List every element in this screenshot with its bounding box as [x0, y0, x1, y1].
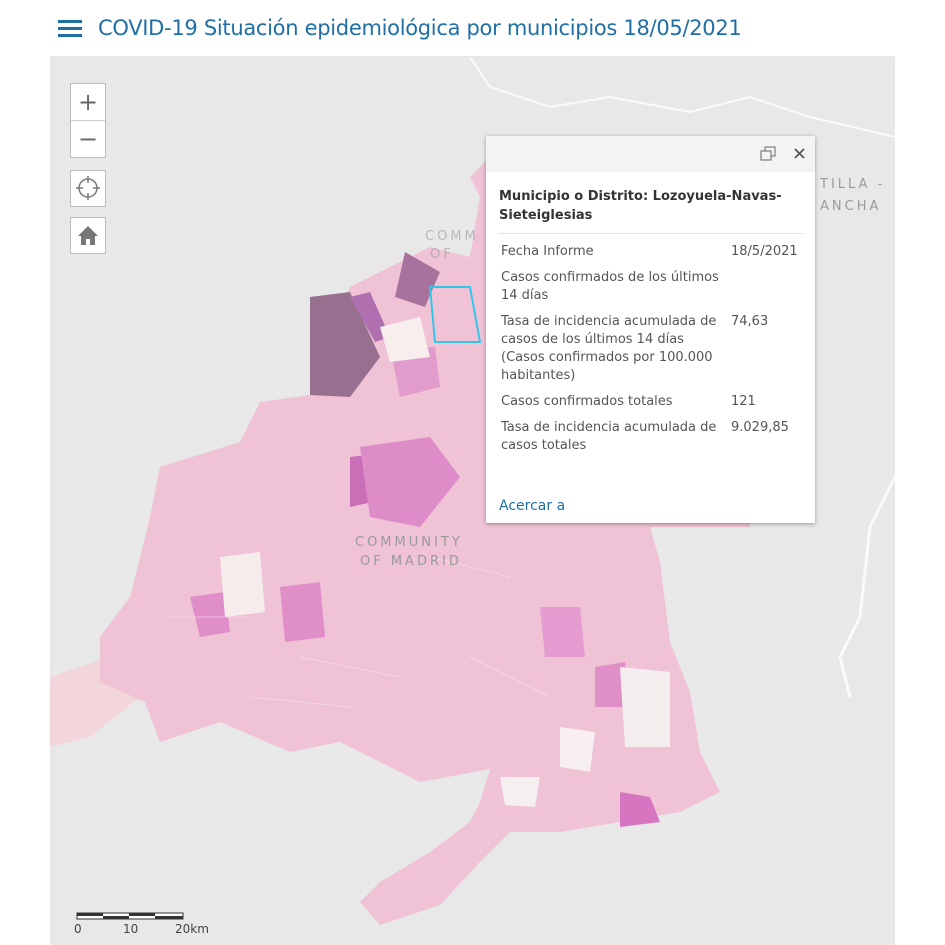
scale-label: 20km: [175, 922, 209, 936]
field-value-empty: [731, 269, 811, 305]
scale-label: 0: [74, 922, 82, 936]
map-label: COMMUNITY: [355, 535, 463, 550]
field-value: 74,63: [731, 314, 769, 329]
dock-button[interactable]: [760, 146, 776, 162]
zoom-out-button[interactable]: −: [77, 125, 99, 153]
field-row: Casos confirmados totales 121: [501, 393, 811, 411]
map-label: ANCHA: [820, 199, 882, 214]
field-value: 9.029,85: [731, 420, 789, 435]
field-row: Tasa de incidencia acumulada de casos to…: [501, 419, 811, 455]
field-row: Casos confirmados de los últimos 14 días: [501, 269, 811, 305]
close-button[interactable]: [793, 147, 807, 161]
field-row: Tasa de incidencia acumulada de casos de…: [501, 313, 811, 385]
field-value: 121: [731, 394, 756, 409]
scale-label: 10: [123, 922, 139, 936]
popup-header: [486, 136, 815, 172]
field-label: Casos confirmados de los últimos 14 días: [501, 270, 719, 303]
map-label: OF: [430, 247, 454, 262]
field-label: Tasa de incidencia acumulada de casos de…: [501, 314, 717, 383]
map-label: COMM: [425, 229, 479, 244]
field-row: Fecha Informe 18/5/2021: [501, 243, 811, 261]
zoom-in-button[interactable]: +: [71, 84, 105, 121]
map-label: OF MADRID: [360, 554, 462, 569]
menu-button[interactable]: [58, 20, 84, 40]
home-button[interactable]: [70, 217, 106, 254]
map-label: TILLA -: [820, 177, 886, 192]
header: COVID-19 Situación epidemiológica por mu…: [50, 0, 895, 57]
field-label: Casos confirmados totales: [501, 394, 673, 409]
scale-bar: 0 10 20km: [74, 912, 209, 936]
separator: [499, 233, 803, 234]
zoom-controls: + −: [70, 83, 106, 158]
page-title: COVID-19 Situación epidemiológica por mu…: [98, 16, 742, 40]
field-label: Tasa de incidencia acumulada de casos to…: [501, 420, 717, 453]
popup-title: Municipio o Distrito: Lozoyuela-Navas-Si…: [499, 189, 782, 223]
map[interactable]: + − COMM OF COMMUNITY OF MADRID TILLA - …: [50, 57, 895, 945]
locate-button[interactable]: [70, 170, 106, 207]
field-label: Fecha Informe: [501, 244, 594, 259]
popup: Municipio o Distrito: Lozoyuela-Navas-Si…: [486, 136, 815, 523]
field-value: 18/5/2021: [731, 244, 798, 259]
popup-fields: Fecha Informe 18/5/2021 Casos confirmados …: [501, 243, 811, 463]
zoom-to-link[interactable]: Acercar a: [499, 498, 566, 514]
